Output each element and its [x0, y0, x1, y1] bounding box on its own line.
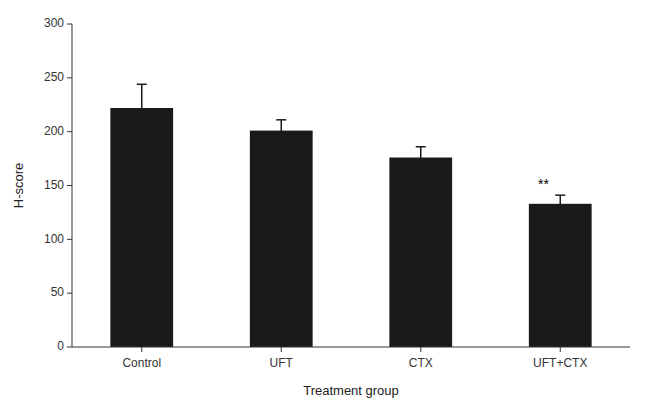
y-tick-label: 0: [57, 339, 64, 353]
y-tick-label: 200: [44, 124, 64, 138]
x-tick-label: UFT+CTX: [533, 356, 587, 370]
bar: [110, 108, 173, 347]
x-tick: [281, 347, 282, 352]
x-tick: [141, 347, 142, 352]
y-tick: [67, 24, 72, 25]
x-tick-label: CTX: [409, 356, 433, 370]
x-tick: [560, 347, 561, 352]
x-axis-label: Treatment group: [303, 383, 399, 398]
error-cap: [137, 84, 147, 86]
y-tick: [67, 239, 72, 240]
y-axis-label: H-score: [11, 163, 26, 209]
error-cap: [555, 194, 565, 196]
x-tick-label: UFT: [270, 356, 294, 370]
y-tick: [67, 131, 72, 132]
x-tick: [420, 347, 421, 352]
y-tick: [67, 77, 72, 78]
bar: [389, 158, 452, 347]
y-tick: [67, 185, 72, 186]
y-tick-label: 150: [44, 178, 64, 192]
bar: [529, 204, 592, 347]
x-tick-label: Control: [122, 356, 161, 370]
significance-label: **: [538, 176, 549, 192]
error-cap: [276, 119, 286, 121]
chart: 0 50 100 150 200 250 300 Control UFT CTX UFT+CTX Tr…: [0, 0, 650, 409]
error-cap: [416, 146, 426, 148]
plot-area: [137, 84, 566, 212]
y-tick: [67, 293, 72, 294]
bar: [250, 131, 313, 347]
x-axis-line: [72, 347, 630, 348]
y-tick-label: 250: [44, 70, 64, 84]
y-tick-label: 100: [44, 232, 64, 246]
y-tick-label: 300: [44, 16, 64, 30]
y-tick: [67, 347, 72, 348]
y-tick-label: 50: [51, 285, 65, 299]
